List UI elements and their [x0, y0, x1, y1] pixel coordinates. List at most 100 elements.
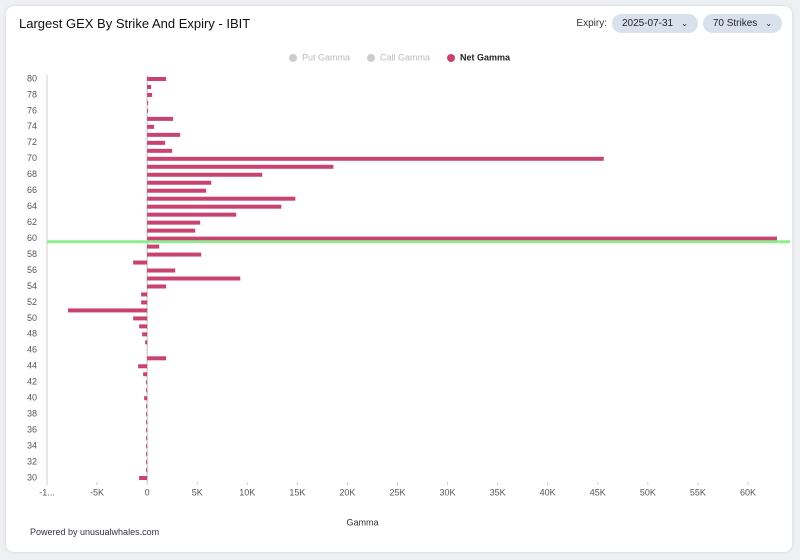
strikes-value: 70 Strikes	[712, 18, 758, 29]
x-tick-label: 35K	[490, 487, 506, 497]
bar	[147, 356, 167, 361]
bar	[147, 188, 207, 193]
y-tick-label: 34	[27, 440, 37, 450]
bar	[147, 180, 212, 185]
bar	[147, 84, 152, 89]
legend-marker	[367, 54, 376, 62]
legend-label: Call Gamma	[380, 52, 430, 62]
y-tick-label: 36	[27, 425, 37, 435]
y-tick-label: 52	[27, 297, 37, 307]
x-tick-label: 50K	[640, 487, 656, 497]
legend-label: Put Gamma	[302, 52, 350, 62]
x-tick-label: 30K	[440, 487, 456, 497]
bar	[147, 116, 174, 121]
expiry-label: Expiry:	[576, 18, 607, 29]
strikes-dropdown[interactable]: 70 Strikes ⌄	[702, 14, 782, 33]
bar	[144, 396, 148, 401]
y-tick-label: 76	[27, 105, 37, 115]
bar	[138, 364, 148, 369]
x-tick-label: 20K	[339, 487, 355, 497]
bar	[141, 292, 148, 297]
y-tick-label: 60	[27, 233, 37, 243]
bar	[147, 228, 196, 233]
bar	[146, 444, 148, 449]
bar	[147, 284, 167, 289]
controls: Expiry: 2025-07-31 ⌄ 70 Strikes ⌄	[576, 14, 782, 33]
bar	[147, 156, 604, 161]
y-tick-label: 78	[27, 89, 37, 99]
x-axis-label: Gamma	[346, 517, 378, 527]
bar	[146, 436, 148, 441]
bar	[143, 372, 148, 377]
y-tick-label: 62	[27, 217, 37, 227]
x-tick-label: 60K	[740, 487, 756, 497]
x-tick-label: 40K	[540, 487, 556, 497]
y-tick-label: 66	[27, 185, 37, 195]
bar	[147, 220, 201, 225]
bar	[147, 100, 149, 105]
y-tick-label: 42	[27, 377, 37, 387]
bar	[147, 244, 160, 249]
y-tick-label: 50	[27, 313, 37, 323]
bar	[139, 324, 148, 329]
bar	[141, 300, 148, 305]
bar	[147, 252, 202, 257]
x-tick-label: 25K	[389, 487, 405, 497]
bar	[147, 276, 241, 281]
y-tick-label: 74	[27, 121, 37, 131]
y-tick-label: 40	[27, 393, 37, 403]
legend-marker	[447, 54, 456, 62]
card: Largest GEX By Strike And Expiry - IBIT …	[6, 6, 792, 552]
bar	[147, 148, 173, 153]
bar	[145, 340, 148, 345]
bar	[147, 108, 149, 113]
x-tick-label: -1...	[39, 487, 55, 497]
y-tick-label: 58	[27, 249, 37, 259]
expiry-dropdown[interactable]: 2025-07-31 ⌄	[611, 14, 698, 33]
bar	[147, 204, 282, 209]
x-tick-label: 5K	[192, 487, 203, 497]
bar	[146, 468, 148, 473]
bar	[142, 332, 148, 337]
footer: Powered by unusualwhales.com	[30, 527, 160, 537]
y-tick-label: 32	[27, 456, 37, 466]
y-tick-label: 68	[27, 169, 37, 179]
x-tick-label: 10K	[239, 487, 255, 497]
title: Largest GEX By Strike And Expiry - IBIT	[19, 16, 251, 31]
bar	[146, 412, 148, 417]
bar	[147, 140, 166, 145]
y-tick-label: 44	[27, 361, 37, 371]
y-tick-label: 48	[27, 329, 37, 339]
bar	[147, 92, 153, 97]
bar	[147, 76, 167, 81]
y-tick-label: 72	[27, 137, 37, 147]
y-tick-label: 70	[27, 153, 37, 163]
bar	[146, 420, 148, 425]
bar	[147, 268, 176, 273]
x-tick-label: -5K	[90, 487, 104, 497]
bar	[147, 124, 155, 129]
bar	[147, 164, 334, 169]
y-tick-label: 80	[27, 73, 37, 83]
bar	[146, 460, 148, 465]
legend-label: Net Gamma	[460, 52, 511, 62]
bar	[146, 380, 148, 385]
bar	[147, 212, 237, 217]
y-tick-label: 56	[27, 265, 37, 275]
y-tick-label: 38	[27, 409, 37, 419]
bar	[147, 172, 263, 177]
bar	[147, 132, 181, 137]
bar	[147, 196, 296, 201]
y-tick-label: 46	[27, 345, 37, 355]
bar	[133, 316, 148, 321]
bar	[139, 476, 148, 481]
bar	[147, 236, 777, 241]
bar	[133, 260, 148, 265]
legend-marker	[289, 54, 297, 62]
bar	[146, 404, 148, 409]
x-tick-label: 55K	[690, 487, 706, 497]
bar	[146, 428, 148, 433]
y-tick-label: 30	[27, 472, 37, 482]
